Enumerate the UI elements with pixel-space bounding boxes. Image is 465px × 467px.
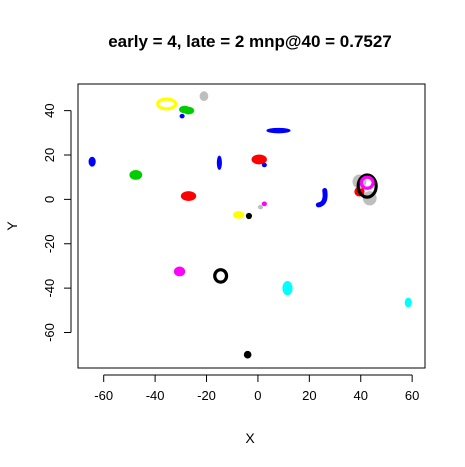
data-point xyxy=(282,280,293,296)
data-point xyxy=(182,106,195,115)
y-tick-label: -60 xyxy=(42,323,57,342)
data-point xyxy=(404,297,412,308)
y-axis-label: Y xyxy=(4,221,20,231)
data-point xyxy=(315,188,328,208)
x-tick-label: -40 xyxy=(146,388,165,403)
x-tick-label: -20 xyxy=(197,388,216,403)
data-point xyxy=(257,204,264,210)
data-point xyxy=(179,113,185,119)
x-tick-label: 0 xyxy=(254,388,261,403)
data-point xyxy=(266,127,291,134)
data-point xyxy=(245,212,252,220)
y-axis: -60 -40 -20 0 20 40 xyxy=(42,103,72,342)
data-point xyxy=(233,211,245,219)
y-tick-label: 40 xyxy=(42,103,57,117)
data-point xyxy=(213,268,229,284)
chart-title: early = 4, late = 2 mnp@40 = 0.7527 xyxy=(108,32,392,51)
data-point xyxy=(243,350,252,359)
data-point xyxy=(356,173,378,199)
data-point xyxy=(261,201,267,207)
data-point xyxy=(359,175,375,190)
y-tick-label: 20 xyxy=(42,148,57,162)
data-points xyxy=(88,91,412,359)
plot-frame xyxy=(77,83,426,369)
data-point xyxy=(88,156,96,167)
data-point xyxy=(173,266,186,277)
x-tick-label: 20 xyxy=(302,388,316,403)
y-tick-label: -20 xyxy=(42,234,57,253)
y-tick-label: -40 xyxy=(42,279,57,298)
x-axis-label: X xyxy=(245,430,255,446)
x-tick-label: 60 xyxy=(405,388,419,403)
y-tick-label: 0 xyxy=(42,196,57,203)
data-point xyxy=(216,155,222,170)
x-tick-label: -60 xyxy=(94,388,113,403)
data-point xyxy=(180,191,197,201)
data-point xyxy=(251,154,267,165)
data-point xyxy=(129,170,143,180)
data-point xyxy=(199,91,209,102)
data-point xyxy=(156,97,178,111)
x-axis: -60 -40 -20 0 20 40 60 xyxy=(94,374,419,403)
x-tick-label: 40 xyxy=(354,388,368,403)
data-point xyxy=(261,162,267,168)
